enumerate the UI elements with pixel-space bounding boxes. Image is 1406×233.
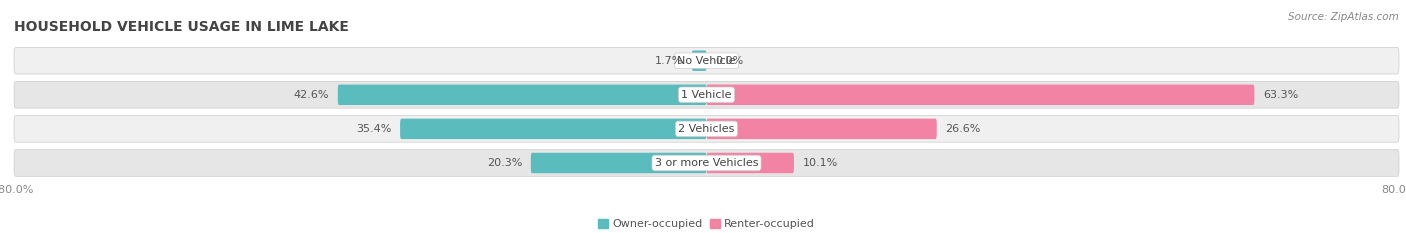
Text: 42.6%: 42.6% [294, 90, 329, 100]
FancyBboxPatch shape [401, 119, 707, 139]
FancyBboxPatch shape [707, 119, 936, 139]
FancyBboxPatch shape [707, 85, 1254, 105]
Text: 10.1%: 10.1% [803, 158, 838, 168]
FancyBboxPatch shape [14, 47, 1399, 74]
Text: HOUSEHOLD VEHICLE USAGE IN LIME LAKE: HOUSEHOLD VEHICLE USAGE IN LIME LAKE [14, 20, 349, 34]
Text: 1 Vehicle: 1 Vehicle [682, 90, 731, 100]
Text: 1.7%: 1.7% [655, 56, 683, 66]
Text: Source: ZipAtlas.com: Source: ZipAtlas.com [1288, 12, 1399, 22]
FancyBboxPatch shape [337, 85, 707, 105]
Text: No Vehicle: No Vehicle [678, 56, 735, 66]
Text: 3 or more Vehicles: 3 or more Vehicles [655, 158, 758, 168]
FancyBboxPatch shape [14, 82, 1399, 108]
Text: 63.3%: 63.3% [1263, 90, 1298, 100]
FancyBboxPatch shape [14, 150, 1399, 176]
FancyBboxPatch shape [692, 51, 707, 71]
FancyBboxPatch shape [14, 116, 1399, 142]
Text: 2 Vehicles: 2 Vehicles [678, 124, 735, 134]
FancyBboxPatch shape [707, 153, 794, 173]
Text: 35.4%: 35.4% [356, 124, 391, 134]
Text: 0.0%: 0.0% [716, 56, 744, 66]
Text: 26.6%: 26.6% [945, 124, 981, 134]
FancyBboxPatch shape [531, 153, 707, 173]
Legend: Owner-occupied, Renter-occupied: Owner-occupied, Renter-occupied [598, 219, 815, 229]
Text: 20.3%: 20.3% [486, 158, 522, 168]
